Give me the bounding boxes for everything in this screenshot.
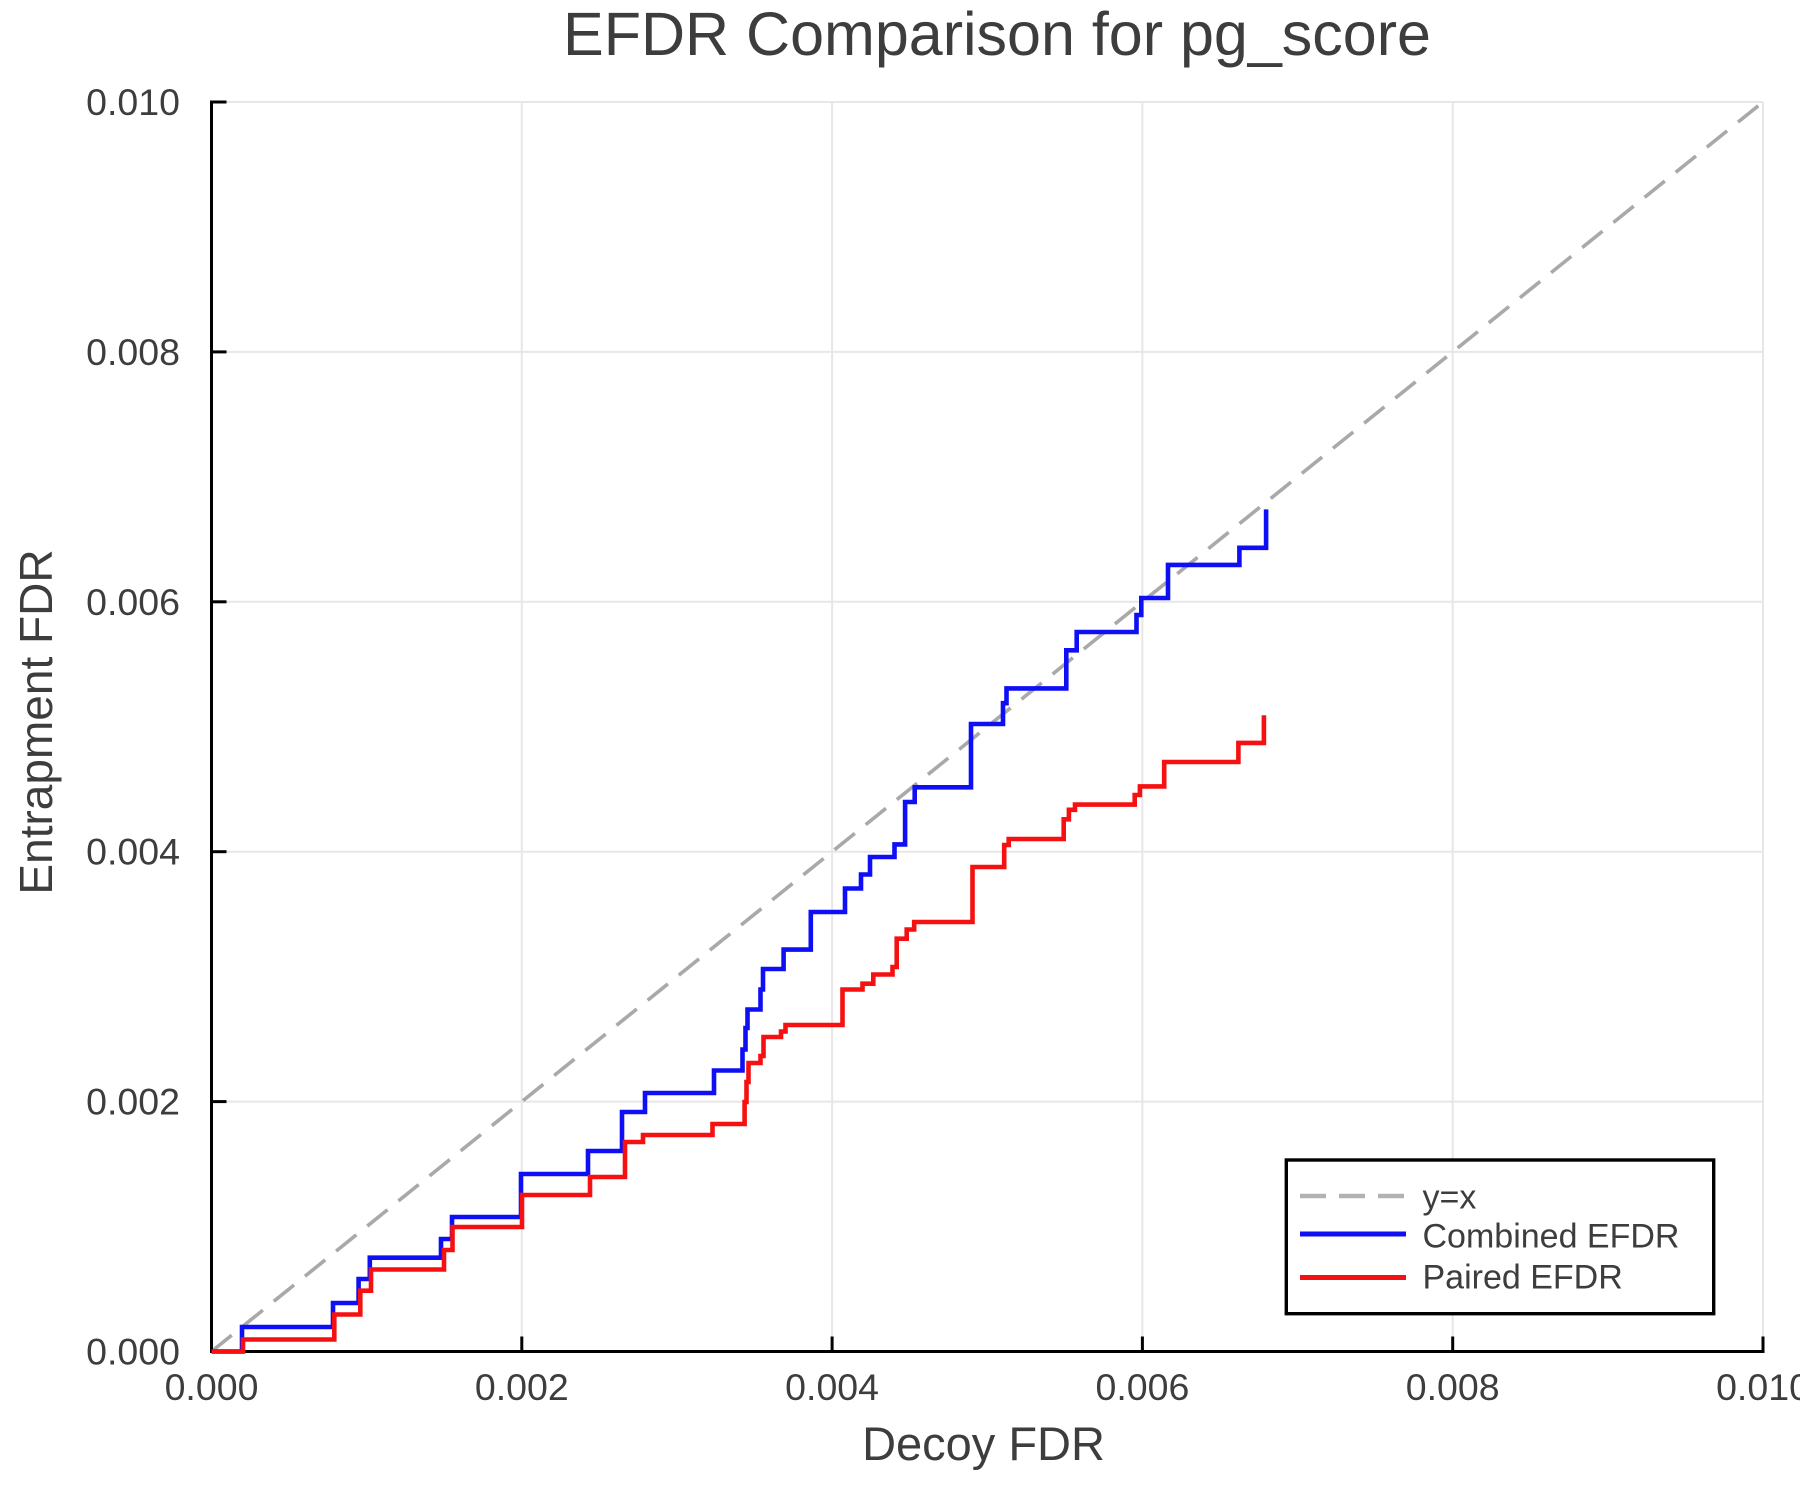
svg-text:0.008: 0.008 (1406, 1366, 1500, 1408)
svg-text:y=x: y=x (1423, 1179, 1477, 1217)
svg-text:0.010: 0.010 (86, 81, 180, 123)
svg-text:Combined EFDR: Combined EFDR (1423, 1218, 1680, 1256)
svg-text:0.004: 0.004 (86, 831, 180, 873)
svg-text:0.002: 0.002 (86, 1081, 180, 1123)
svg-text:0.006: 0.006 (1095, 1366, 1189, 1408)
svg-text:Paired EFDR: Paired EFDR (1423, 1259, 1623, 1297)
svg-text:Entrapment FDR: Entrapment FDR (10, 549, 62, 894)
svg-text:0.002: 0.002 (475, 1366, 569, 1408)
svg-text:0.010: 0.010 (1716, 1366, 1800, 1408)
svg-text:0.006: 0.006 (86, 581, 180, 623)
svg-text:0.004: 0.004 (785, 1366, 879, 1408)
svg-text:EFDR Comparison for pg_score: EFDR Comparison for pg_score (563, 0, 1431, 68)
svg-text:0.000: 0.000 (165, 1366, 259, 1408)
svg-text:0.008: 0.008 (86, 331, 180, 373)
svg-text:Decoy FDR: Decoy FDR (862, 1417, 1105, 1470)
svg-text:0.000: 0.000 (86, 1331, 180, 1373)
